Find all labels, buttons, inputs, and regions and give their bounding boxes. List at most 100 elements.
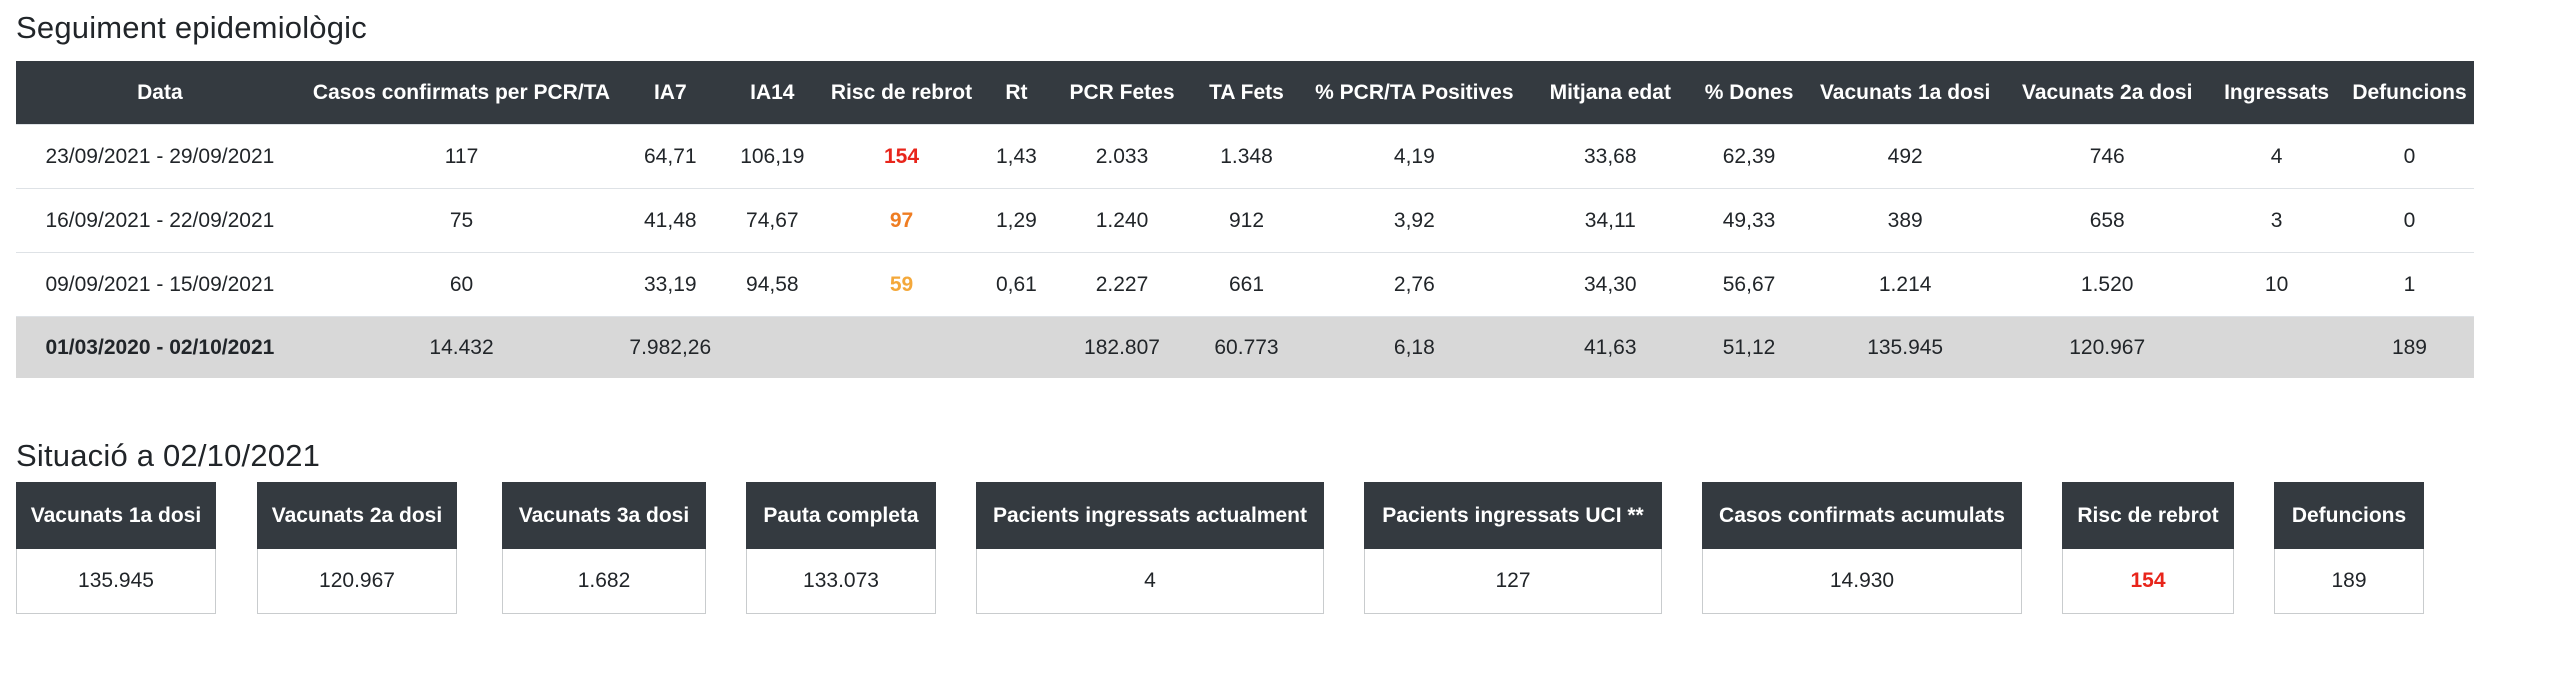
table-cell: 2,76 — [1302, 252, 1527, 317]
summary-card: Vacunats 1a dosi 135.945 — [16, 482, 216, 614]
col-header: IA7 — [619, 61, 722, 125]
table-cell: 16/09/2021 - 22/09/2021 — [16, 188, 304, 253]
table-row: 23/09/2021 - 29/09/2021 117 64,71 106,19 154… — [16, 124, 2474, 189]
summary-card-value: 14.930 — [1829, 569, 1895, 592]
table-cell: 4,19 — [1302, 124, 1527, 189]
summary-card-label: Vacunats 2a dosi — [257, 482, 457, 549]
table-cell: 74,67 — [721, 188, 824, 253]
risk-cell: 97 — [823, 188, 980, 253]
summary-card-label: Pacients ingressats UCI ** — [1364, 482, 1662, 549]
summary-card-label: Pauta completa — [746, 482, 936, 549]
total-cell: 51,12 — [1693, 316, 1805, 378]
total-cell: 60.773 — [1190, 316, 1303, 378]
summary-card-label: Vacunats 3a dosi — [502, 482, 706, 549]
table-cell: 1.520 — [2006, 252, 2209, 317]
summary-card-label: Vacunats 1a dosi — [16, 482, 216, 549]
table-cell: 56,67 — [1693, 252, 1805, 317]
summary-card-value: 120.967 — [319, 569, 395, 592]
col-header: PCR Fetes — [1053, 61, 1191, 125]
total-cell — [721, 316, 824, 378]
summary-card: Risc de rebrot 154 — [2062, 482, 2234, 614]
summary-card: Pauta completa 133.073 — [746, 482, 936, 614]
col-header: Casos confirmats per PCR/TA — [303, 61, 620, 125]
table-cell: 23/09/2021 - 29/09/2021 — [16, 124, 304, 189]
table-cell: 49,33 — [1693, 188, 1805, 253]
table-cell: 4 — [2208, 124, 2345, 189]
table-cell: 389 — [1804, 188, 2007, 253]
table-cell: 2.227 — [1053, 252, 1191, 317]
table-cell: 3,92 — [1302, 188, 1527, 253]
table-cell: 64,71 — [619, 124, 722, 189]
summary-card: Vacunats 3a dosi 1.682 — [502, 482, 706, 614]
col-header: % PCR/TA Positives — [1302, 61, 1527, 125]
summary-card-value: 1.682 — [577, 569, 631, 592]
table-cell: 912 — [1190, 188, 1303, 253]
col-header: TA Fets — [1190, 61, 1303, 125]
table-cell: 2.033 — [1053, 124, 1191, 189]
summary-card-label: Casos confirmats acumulats — [1702, 482, 2022, 549]
summary-cards: Vacunats 1a dosi 135.945 Vacunats 2a dosi 1… — [0, 482, 2560, 616]
table-cell: 1.214 — [1804, 252, 2007, 317]
summary-card: Pacients ingressats UCI ** 127 — [1364, 482, 1662, 614]
summary-card: Pacients ingressats actualment 4 — [976, 482, 1324, 614]
risk-cell: 59 — [823, 252, 980, 317]
col-header: IA14 — [721, 61, 824, 125]
total-cell: 189 — [2344, 316, 2474, 378]
table-cell: 0 — [2344, 124, 2474, 189]
total-cell: 7.982,26 — [619, 316, 722, 378]
total-cell: 01/03/2020 - 02/10/2021 — [16, 316, 304, 378]
table-cell: 62,39 — [1693, 124, 1805, 189]
section-title-seguiment: Seguiment epidemiològic — [16, 10, 367, 45]
table-cell: 34,11 — [1526, 188, 1694, 253]
col-header: Risc de rebrot — [823, 61, 980, 125]
summary-card: Vacunats 2a dosi 120.967 — [257, 482, 457, 614]
table-row: 16/09/2021 - 22/09/2021 75 41,48 74,67 97 1,2… — [16, 188, 2474, 253]
total-cell: 135.945 — [1804, 316, 2007, 378]
table-cell: 1,43 — [979, 124, 1054, 189]
total-cell: 120.967 — [2006, 316, 2209, 378]
summary-card-value: 135.945 — [78, 569, 154, 592]
table-cell: 1,29 — [979, 188, 1054, 253]
summary-card: Defuncions 189 — [2274, 482, 2424, 614]
total-cell: 14.432 — [303, 316, 620, 378]
table-cell: 75 — [303, 188, 620, 253]
table-cell: 117 — [303, 124, 620, 189]
table-cell: 0,61 — [979, 252, 1054, 317]
total-cell — [979, 316, 1054, 378]
table-cell: 492 — [1804, 124, 2007, 189]
summary-card-label: Risc de rebrot — [2062, 482, 2234, 549]
col-header: Data — [16, 61, 304, 125]
table-cell: 661 — [1190, 252, 1303, 317]
col-header: Ingressats — [2208, 61, 2345, 125]
col-header: % Dones — [1693, 61, 1805, 125]
summary-card-value: 133.073 — [803, 569, 879, 592]
table-row: 09/09/2021 - 15/09/2021 60 33,19 94,58 59 0,6… — [16, 252, 2474, 317]
table-total-row: 01/03/2020 - 02/10/2021 14.432 7.982,26 182… — [16, 316, 2474, 378]
epidemiological-table: Data Casos confirmats per PCR/TA IA7 IA1… — [16, 61, 2474, 378]
total-cell — [2208, 316, 2345, 378]
col-header: Vacunats 1a dosi — [1804, 61, 2007, 125]
table-cell: 1.240 — [1053, 188, 1191, 253]
summary-card-value: 154 — [2130, 569, 2166, 592]
summary-card-value: 127 — [1495, 569, 1531, 592]
table-cell: 106,19 — [721, 124, 824, 189]
total-cell: 41,63 — [1526, 316, 1694, 378]
summary-card-value: 189 — [2331, 569, 2367, 592]
table-cell: 41,48 — [619, 188, 722, 253]
summary-card-label: Defuncions — [2274, 482, 2424, 549]
table-cell: 1.348 — [1190, 124, 1303, 189]
total-cell: 6,18 — [1302, 316, 1527, 378]
table-cell: 658 — [2006, 188, 2209, 253]
summary-card: Casos confirmats acumulats 14.930 — [1702, 482, 2022, 614]
table-cell: 94,58 — [721, 252, 824, 317]
risk-cell: 154 — [823, 124, 980, 189]
summary-card-value: 4 — [1144, 569, 1156, 592]
col-header: Vacunats 2a dosi — [2006, 61, 2209, 125]
table-cell: 09/09/2021 - 15/09/2021 — [16, 252, 304, 317]
table-cell: 33,19 — [619, 252, 722, 317]
col-header: Defuncions — [2344, 61, 2474, 125]
col-header: Mitjana edat — [1526, 61, 1694, 125]
total-cell: 182.807 — [1053, 316, 1191, 378]
table-cell: 60 — [303, 252, 620, 317]
